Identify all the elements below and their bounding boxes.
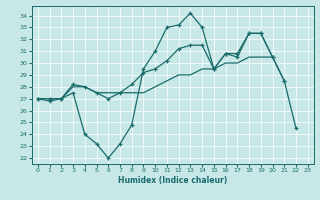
X-axis label: Humidex (Indice chaleur): Humidex (Indice chaleur) [118, 176, 228, 185]
